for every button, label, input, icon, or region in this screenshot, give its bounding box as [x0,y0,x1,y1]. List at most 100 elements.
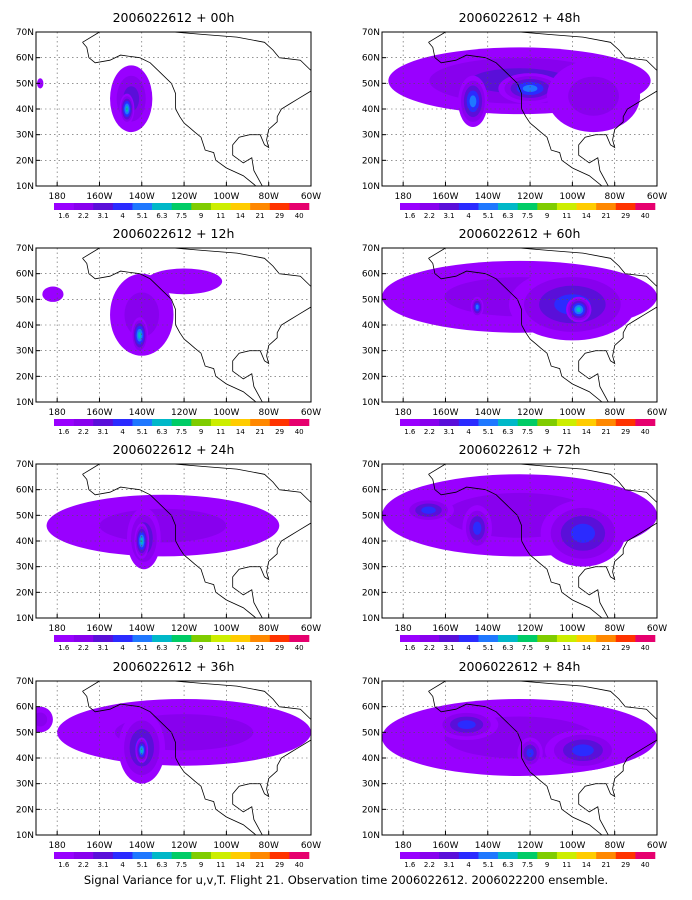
lat-tick-label: 20N [362,156,380,166]
colorbar-label: 7.5 [522,644,533,652]
colorbar-label: 2.2 [78,644,89,652]
colorbar-label: 29 [275,212,284,220]
colorbar-swatch [517,635,538,642]
colorbar-label: 7.5 [176,861,187,869]
lon-tick-label: 120W [171,192,197,202]
colorbar-swatch [400,852,420,859]
colorbar-label: 40 [295,212,304,220]
colorbar-label: 11 [216,644,225,652]
colorbar-label: 14 [582,212,591,220]
lat-tick-label: 50N [16,728,34,738]
variance-contour-level-3 [472,521,482,535]
panels: 2006022612 + 00h 10N 20N 30N 40N 50N 60N 70N 180… [16,10,667,869]
panel-title: 2006022612 + 84h [459,659,581,674]
variance-contour-level-0 [146,268,223,295]
variance-contour-level-0 [37,78,44,89]
map-area [36,248,311,402]
colorbar-label: 4 [120,861,125,869]
colorbar-label: 5.1 [483,428,494,436]
lat-tick-label: 60N [16,486,34,496]
lat-tick-label: 60N [16,54,34,64]
colorbar-label: 2.2 [78,212,89,220]
colorbar-label: 21 [602,428,611,436]
colorbar-swatch [596,635,617,642]
colorbar-swatch [171,203,192,210]
map-area [382,248,657,402]
colorbar-swatch [152,203,172,210]
lon-tick-label: 60W [647,408,667,418]
colorbar-swatch [439,852,460,859]
colorbar-label: 4 [466,212,471,220]
colorbar-label: 3.1 [443,644,454,652]
colorbar-swatch [537,419,558,426]
colorbar-label: 1.6 [404,212,416,220]
colorbar-label: 3.1 [97,644,108,652]
colorbar-swatch [419,852,440,859]
colorbar-swatch [73,419,94,426]
lon-tick-label: 160W [86,192,112,202]
panel-title: 2006022612 + 36h [113,659,235,674]
lon-tick-label: 180 [49,624,66,634]
lon-tick-label: 60W [301,408,321,418]
colorbar-swatch [458,635,479,642]
colorbar-swatch [498,419,518,426]
lat-tick-label: 50N [362,79,380,89]
colorbar-label: 7.5 [522,428,533,436]
colorbar-swatch [93,852,114,859]
lat-tick-label: 30N [362,780,380,790]
lon-tick-label: 160W [86,841,112,851]
colorbar-swatch [289,419,310,426]
lat-tick-label: 70N [16,28,34,38]
colorbar-swatch [439,203,460,210]
lat-tick-label: 30N [16,131,34,141]
colorbar-label: 21 [256,644,265,652]
colorbar-swatch [269,852,290,859]
lon-tick-label: 100W [213,624,239,634]
colorbar-label: 2.2 [424,644,435,652]
colorbar-swatch [250,635,271,642]
colorbar-swatch [596,203,617,210]
colorbar-label: 9 [199,428,203,436]
lon-tick-label: 60W [301,624,321,634]
colorbar-label: 40 [641,428,650,436]
colorbar-label: 4 [466,644,471,652]
colorbar-label: 14 [582,861,591,869]
lon-tick-label: 160W [86,408,112,418]
colorbar-label: 14 [582,644,591,652]
colorbar-swatch [210,419,231,426]
colorbar-swatch [439,635,460,642]
colorbar-swatch [635,852,656,859]
lon-tick-label: 120W [171,408,197,418]
colorbar-label: 9 [545,428,549,436]
colorbar-swatch [289,203,310,210]
colorbar-swatch [210,635,231,642]
colorbar-label: 5.1 [483,212,494,220]
colorbar-label: 21 [256,861,265,869]
lon-tick-label: 140W [475,192,501,202]
lat-tick-label: 50N [362,295,380,305]
lon-tick-label: 80W [259,841,279,851]
map-area [36,464,311,618]
colorbar-swatch [419,635,440,642]
colorbar-label: 14 [236,861,245,869]
colorbar-swatch [54,203,74,210]
colorbar-label: 9 [199,212,203,220]
lon-tick-label: 100W [559,408,585,418]
lat-tick-label: 10N [362,398,380,408]
colorbar-label: 4 [466,428,471,436]
lon-tick-label: 180 [49,841,66,851]
colorbar-swatch [537,852,558,859]
colorbar-swatch [615,852,636,859]
panel-1: 2006022612 + 00h 10N 20N 30N 40N 50N 60N 70N 180… [16,10,321,220]
colorbar-label: 3.1 [97,212,108,220]
lon-tick-label: 80W [605,192,625,202]
colorbar-label: 40 [295,644,304,652]
lon-tick-label: 140W [475,841,501,851]
variance-contour-level-5 [140,747,143,753]
colorbar-label: 29 [275,428,284,436]
lon-tick-label: 120W [517,408,543,418]
colorbar-swatch [556,635,577,642]
lon-tick-label: 60W [301,841,321,851]
lat-tick-label: 60N [362,703,380,713]
panel-7: 2006022612 + 36h 10N 20N 30N 40N 50N 60N 70N 180… [16,659,321,869]
